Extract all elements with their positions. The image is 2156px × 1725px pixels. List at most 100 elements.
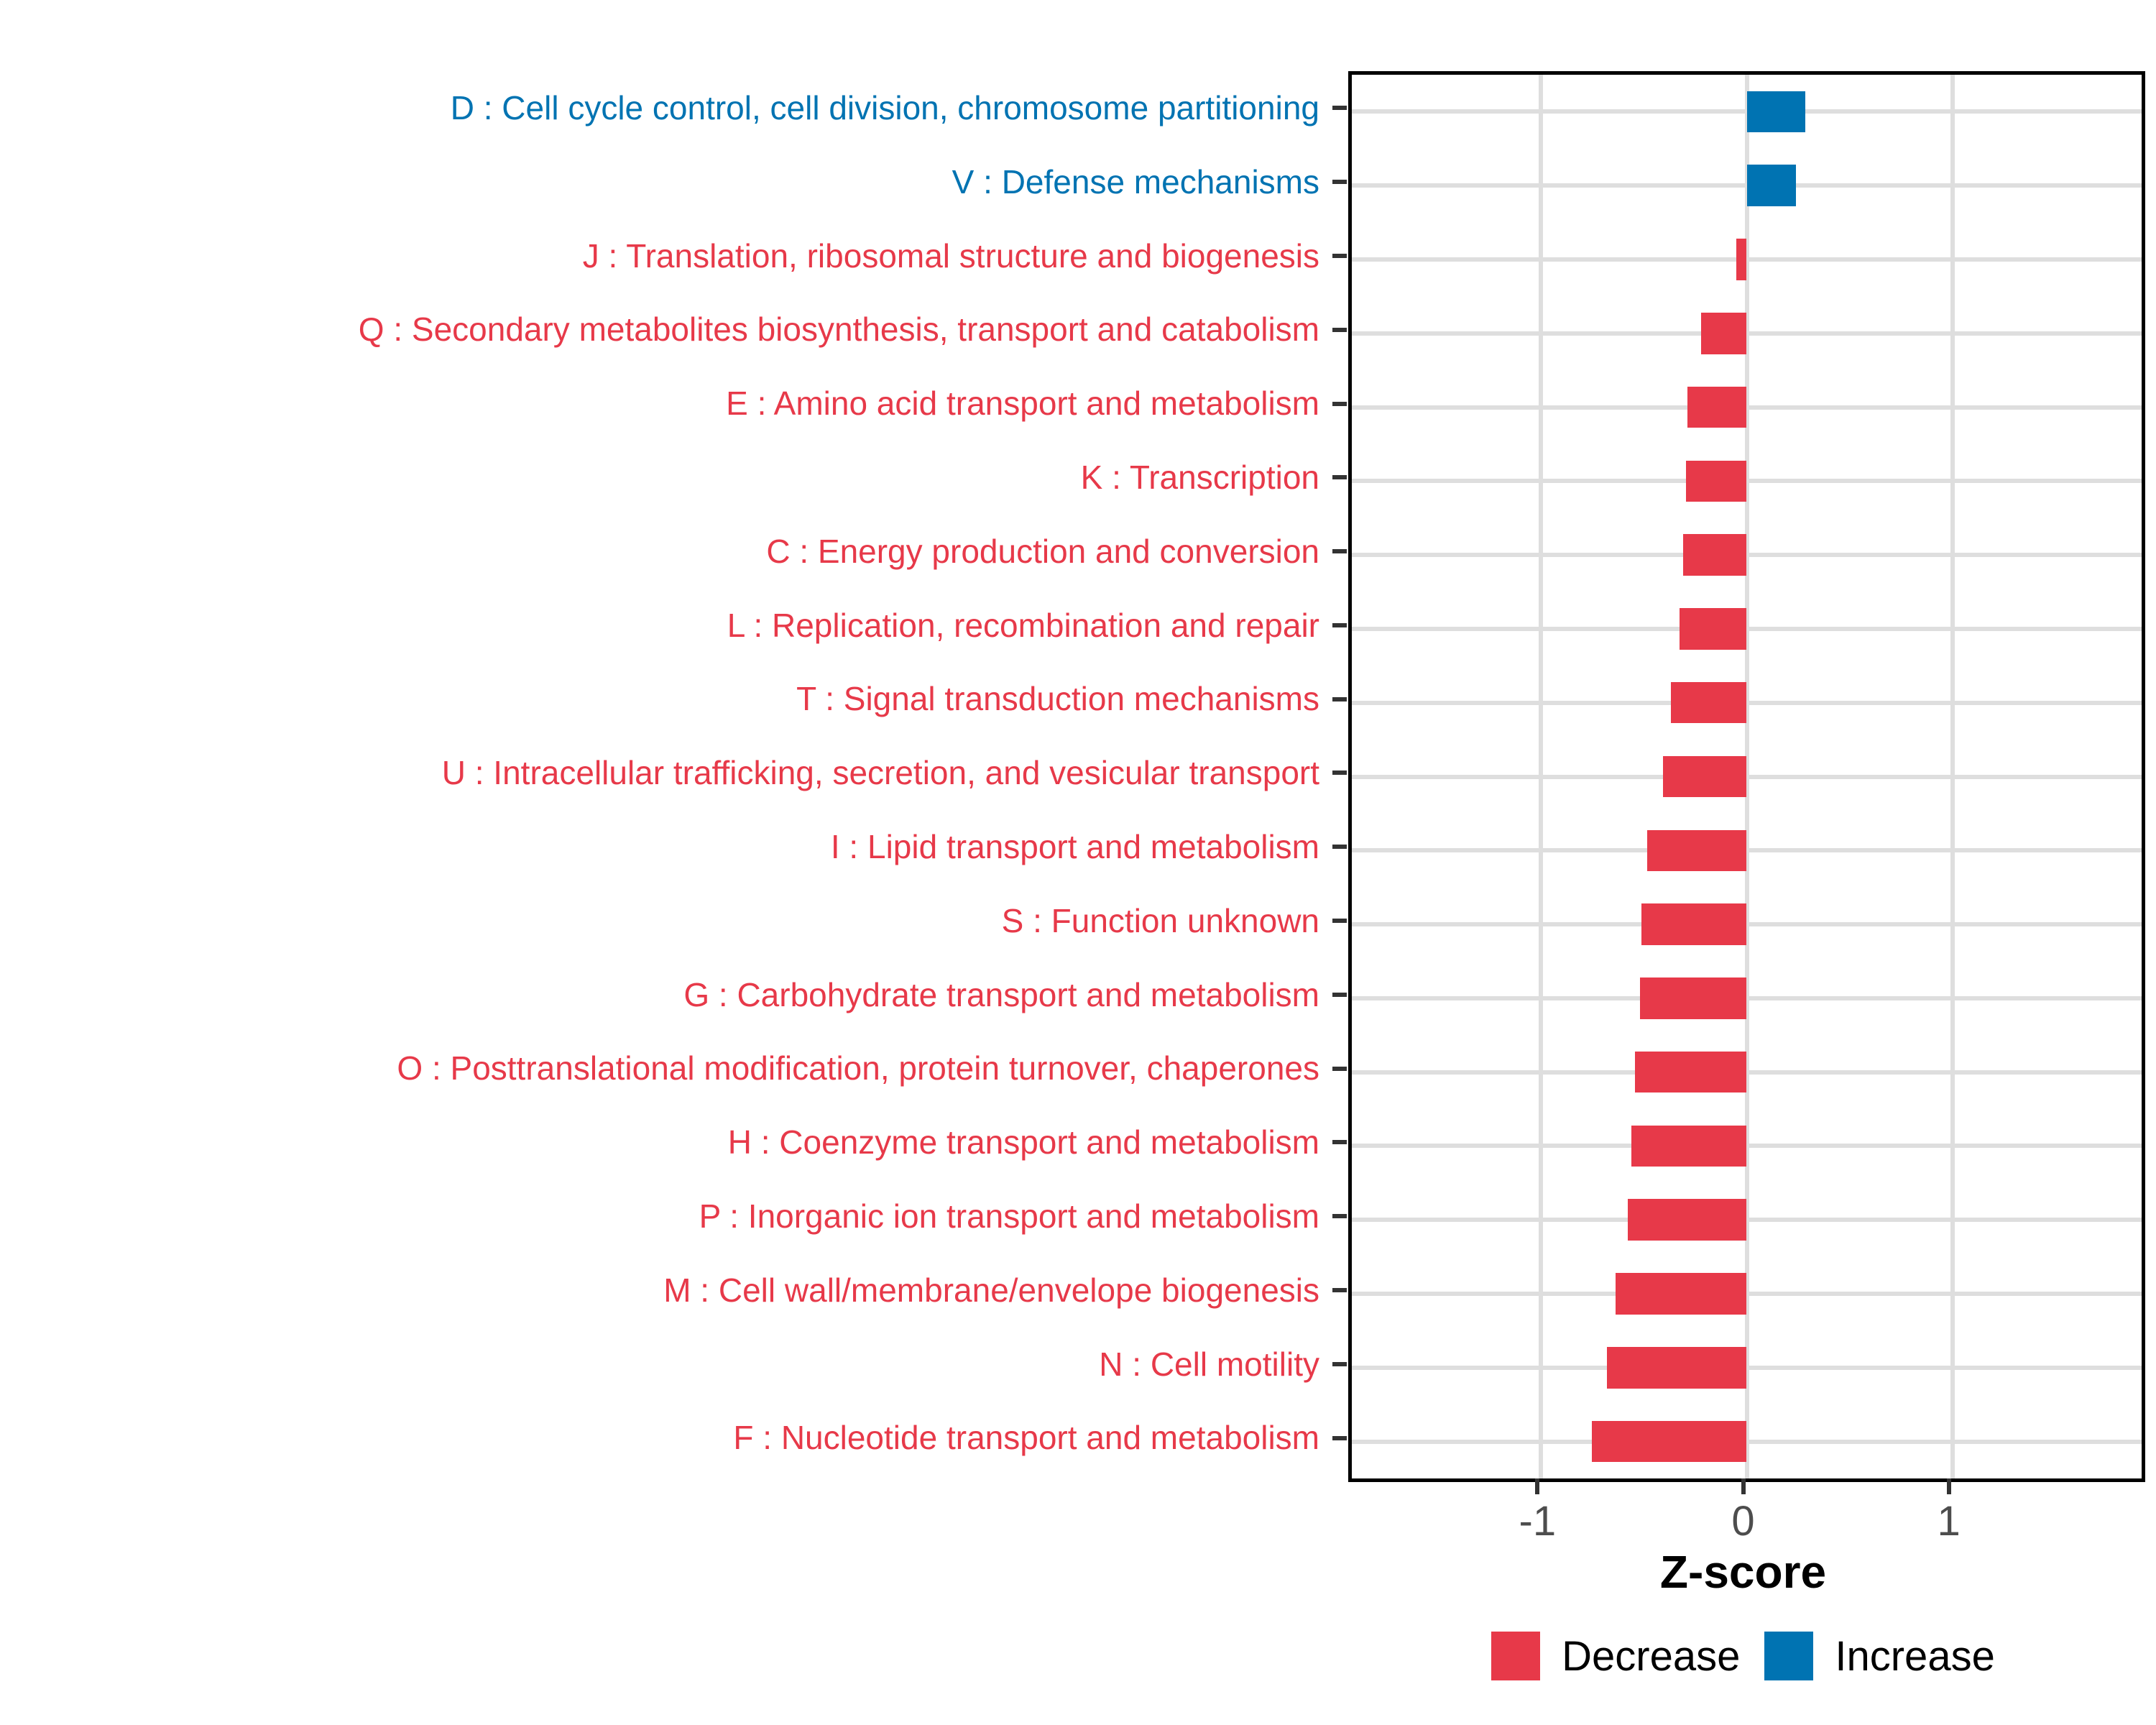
y-gridline: [1352, 257, 2142, 262]
bar-T: [1671, 681, 1747, 724]
category-label-N: N : Cell motility: [1099, 1345, 1319, 1383]
x-axis: -1 0 1: [1348, 1478, 2138, 1565]
bar-F: [1592, 1420, 1747, 1463]
category-row-U: U : Intracellular trafficking, secretion…: [0, 736, 1348, 810]
y-tick-mark: [1332, 1066, 1347, 1071]
y-tick-mark: [1332, 1140, 1347, 1145]
category-label-V: V : Defense mechanisms: [952, 162, 1319, 201]
category-row-C: C : Energy production and conversion: [0, 515, 1348, 589]
y-tick-mark: [1332, 1361, 1347, 1366]
y-gridline: [1352, 626, 2142, 631]
y-tick-mark: [1332, 401, 1347, 406]
y-tick-mark: [1332, 992, 1347, 997]
bar-D: [1746, 91, 1806, 133]
category-label-D: D : Cell cycle control, cell division, c…: [450, 89, 1319, 127]
category-row-T: T : Signal transduction mechanisms: [0, 662, 1348, 736]
y-tick-mark: [1332, 180, 1347, 185]
y-tick-mark: [1332, 696, 1347, 702]
category-row-D: D : Cell cycle control, cell division, c…: [0, 71, 1348, 145]
category-row-P: P : Inorganic ion transport and metaboli…: [0, 1179, 1348, 1254]
x-tick-label: 0: [1731, 1498, 1755, 1545]
bar-E: [1687, 386, 1747, 428]
y-tick-mark: [1332, 253, 1347, 258]
category-label-T: T : Signal transduction mechanisms: [796, 680, 1319, 718]
x-axis-title: Z-score: [1659, 1546, 1827, 1598]
category-row-I: I : Lipid transport and metabolism: [0, 810, 1348, 884]
bar-C: [1682, 534, 1747, 576]
y-tick-mark: [1332, 1288, 1347, 1293]
y-tick-mark: [1332, 327, 1347, 332]
category-row-J: J : Translation, ribosomal structure and…: [0, 219, 1348, 293]
legend-item-decrease: Decrease: [1491, 1632, 1740, 1680]
legend-swatch-increase: [1764, 1632, 1814, 1680]
bar-N: [1607, 1347, 1747, 1389]
y-gridline: [1352, 1070, 2142, 1075]
legend-label-decrease: Decrease: [1562, 1632, 1741, 1680]
y-gridline: [1352, 553, 2142, 558]
y-gridline: [1352, 774, 2142, 779]
bar-U: [1662, 755, 1747, 798]
y-gridline: [1352, 995, 2142, 1000]
legend-item-increase: Increase: [1764, 1632, 1995, 1680]
bar-V: [1746, 165, 1796, 206]
category-label-C: C : Energy production and conversion: [766, 532, 1319, 570]
bar-J: [1736, 239, 1747, 280]
y-gridline: [1352, 331, 2142, 336]
y-tick-mark: [1332, 1435, 1347, 1440]
y-gridline: [1352, 1365, 2142, 1370]
y-tick-mark: [1332, 1214, 1347, 1219]
x-tick-label: 1: [1937, 1498, 1961, 1545]
category-row-M: M : Cell wall/membrane/envelope biogenes…: [0, 1254, 1348, 1328]
legend: Decrease Increase: [1348, 1632, 2138, 1680]
y-gridline: [1352, 405, 2142, 410]
bar-Q: [1700, 312, 1747, 354]
y-tick-mark: [1332, 106, 1347, 111]
bar-I: [1646, 829, 1747, 872]
legend-swatch-decrease: [1491, 1632, 1541, 1680]
category-label-H: H : Coenzyme transport and metabolism: [727, 1123, 1319, 1162]
category-row-F: F : Nucleotide transport and metabolism: [0, 1401, 1348, 1475]
category-row-L: L : Replication, recombination and repai…: [0, 589, 1348, 663]
y-gridline: [1352, 848, 2142, 853]
category-label-I: I : Lipid transport and metabolism: [830, 827, 1319, 865]
y-gridline: [1352, 700, 2142, 705]
category-row-O: O : Posttranslational modification, prot…: [0, 1031, 1348, 1105]
bar-L: [1680, 608, 1747, 650]
y-gridline: [1352, 1439, 2142, 1444]
category-label-K: K : Transcription: [1080, 459, 1319, 497]
category-row-S: S : Function unknown: [0, 884, 1348, 958]
category-row-N: N : Cell motility: [0, 1327, 1348, 1401]
legend-label-increase: Increase: [1835, 1632, 1995, 1680]
category-label-G: G : Carbohydrate transport and metabolis…: [683, 975, 1319, 1013]
bar-M: [1615, 1273, 1747, 1315]
category-row-G: G : Carbohydrate transport and metabolis…: [0, 957, 1348, 1031]
y-gridline: [1352, 479, 2142, 484]
x-tick-mark: [1535, 1478, 1540, 1494]
category-label-F: F : Nucleotide transport and metabolism: [733, 1419, 1319, 1457]
bar-K: [1686, 460, 1747, 502]
y-gridline: [1352, 1218, 2142, 1223]
y-gridline: [1352, 922, 2142, 927]
y-tick-mark: [1332, 919, 1347, 924]
category-label-S: S : Function unknown: [1001, 901, 1319, 939]
y-gridline: [1352, 1144, 2142, 1149]
x-tick-mark: [1946, 1478, 1951, 1494]
category-row-E: E : Amino acid transport and metabolism: [0, 367, 1348, 441]
category-label-Q: Q : Secondary metabolites biosynthesis, …: [358, 310, 1319, 349]
bar-P: [1627, 1199, 1747, 1241]
category-row-H: H : Coenzyme transport and metabolism: [0, 1105, 1348, 1179]
y-gridline: [1352, 1292, 2142, 1297]
category-label-J: J : Translation, ribosomal structure and…: [582, 236, 1319, 275]
category-row-K: K : Transcription: [0, 441, 1348, 515]
category-row-V: V : Defense mechanisms: [0, 145, 1348, 219]
category-row-Q: Q : Secondary metabolites biosynthesis, …: [0, 293, 1348, 367]
bar-G: [1640, 978, 1747, 1019]
bar-O: [1635, 1051, 1747, 1093]
category-label-M: M : Cell wall/membrane/envelope biogenes…: [663, 1271, 1319, 1309]
category-label-U: U : Intracellular trafficking, secretion…: [441, 754, 1319, 792]
category-label-P: P : Inorganic ion transport and metaboli…: [699, 1197, 1319, 1235]
category-label-E: E : Amino acid transport and metabolism: [726, 385, 1319, 423]
y-tick-mark: [1332, 475, 1347, 480]
category-axis-labels: D : Cell cycle control, cell division, c…: [0, 71, 1348, 1475]
